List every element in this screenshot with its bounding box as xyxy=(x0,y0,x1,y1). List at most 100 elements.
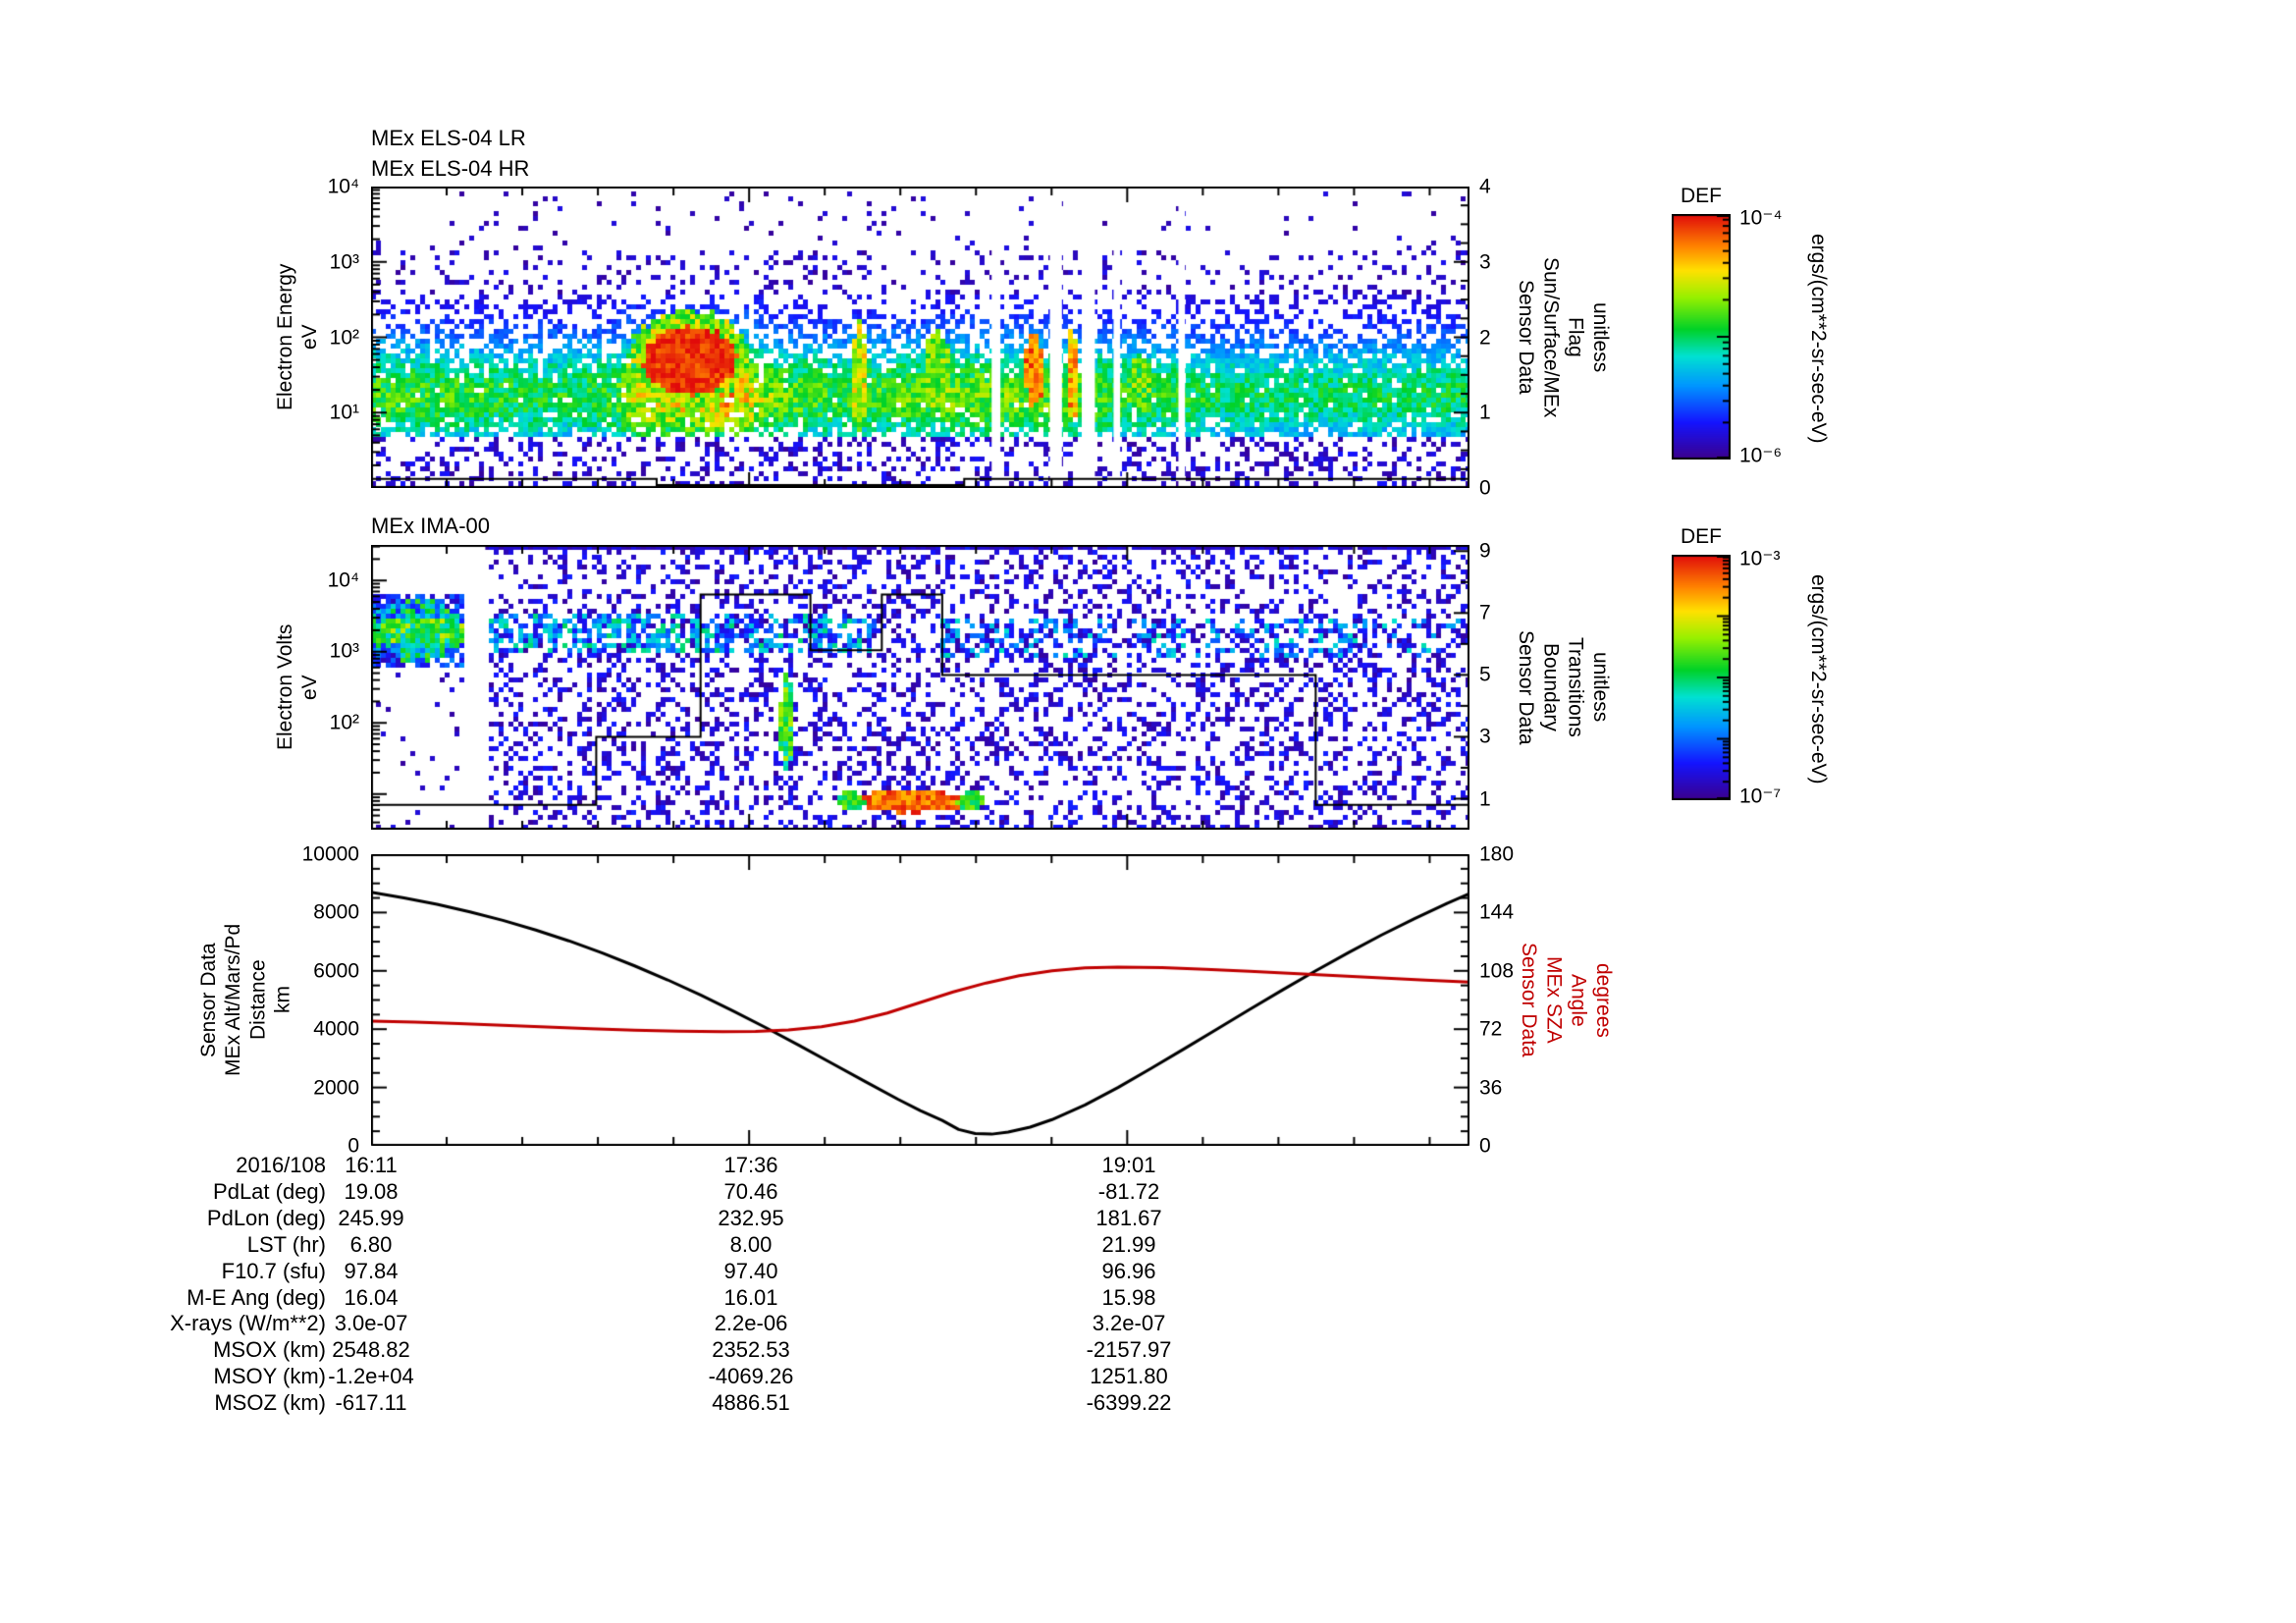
axis-label-line: MEx Alt/Mars/Pd xyxy=(222,923,245,1077)
els-colorbar-title: DEF xyxy=(1681,185,1722,207)
axis-label-line: Distance xyxy=(246,959,270,1041)
tick-label: 0 xyxy=(347,1134,359,1158)
tick-label: 108 xyxy=(1479,959,1515,983)
table-row-value: 8.00 xyxy=(729,1232,773,1257)
table-row-value: 17:36 xyxy=(723,1153,778,1177)
tick-label: 10⁴ xyxy=(327,568,359,592)
tick-label: 10³ xyxy=(329,639,359,663)
table-row-value: 2548.82 xyxy=(332,1337,410,1362)
table-row-label: M-E Ang (deg) xyxy=(187,1285,326,1310)
table-row-label: F10.7 (sfu) xyxy=(221,1259,326,1283)
els-title-hr: MEx ELS-04 HR xyxy=(371,156,530,181)
axis-label-line: Flag xyxy=(1564,317,1587,357)
tick-label: 10000 xyxy=(301,842,359,866)
table-row-value: 4886.51 xyxy=(712,1390,790,1415)
tick-label: 5 xyxy=(1479,663,1491,686)
tick-label: 10⁻³ xyxy=(1739,547,1781,570)
axis-label-line: unitless xyxy=(1588,652,1612,723)
tick-label: 10⁻⁴ xyxy=(1739,206,1783,230)
tick-label: 0 xyxy=(1479,1134,1491,1158)
tick-label: 3 xyxy=(1479,725,1491,748)
table-row-label: PdLon (deg) xyxy=(206,1206,326,1230)
table-row-label: 2016/108 xyxy=(236,1153,326,1177)
tick-label: 72 xyxy=(1479,1017,1503,1041)
table-row-value: 19.08 xyxy=(344,1179,399,1204)
table-row-label: PdLat (deg) xyxy=(213,1179,326,1204)
table-row-value: -2157.97 xyxy=(1086,1337,1172,1362)
tick-label: 6000 xyxy=(313,959,359,983)
axis-label-line: Sun/Surface/MEx xyxy=(1539,256,1563,418)
axis-label-line: degrees xyxy=(1591,962,1615,1038)
ima-title: MEx IMA-00 xyxy=(371,514,491,538)
units-text: ergs/(cm**2-sr-sec-eV) xyxy=(1807,234,1831,444)
tick-label: 1 xyxy=(1479,787,1491,811)
altitude-sza-plot-canvas xyxy=(371,854,1469,1146)
table-row-value: 2352.53 xyxy=(712,1337,790,1362)
tick-label: 10⁻⁷ xyxy=(1739,784,1782,808)
tick-label: 144 xyxy=(1479,900,1515,924)
tick-label: 1 xyxy=(1479,401,1491,424)
sza-axis-label: Sensor Data MEx SZA Angle degrees xyxy=(1517,854,1616,1146)
table-row-value: 21.99 xyxy=(1101,1232,1156,1257)
ima-colorbar-units-label: ergs/(cm**2-sr-sec-eV) xyxy=(1806,562,1831,797)
tick-label: 0 xyxy=(1479,476,1491,500)
table-row-value: 96.96 xyxy=(1101,1259,1156,1283)
axis-label-line: Sensor Data xyxy=(1515,629,1538,745)
table-row-value: 16:11 xyxy=(345,1153,398,1177)
tick-label: 36 xyxy=(1479,1076,1503,1100)
table-row-value: 16.01 xyxy=(723,1285,778,1310)
axis-label-line: MEx SZA xyxy=(1542,956,1566,1044)
axis-label-line: Sensor Data xyxy=(197,943,220,1057)
axis-label-line: Boundary xyxy=(1539,643,1563,731)
axis-label-line: Sensor Data xyxy=(1515,280,1538,395)
axis-label-line: km xyxy=(271,986,294,1014)
tick-label: 8000 xyxy=(313,900,359,924)
table-row-label: LST (hr) xyxy=(246,1232,326,1257)
tick-label: 4 xyxy=(1479,175,1491,198)
table-row-value: 1251.80 xyxy=(1090,1364,1168,1388)
tick-label: 10⁴ xyxy=(327,175,359,198)
table-row-value: 3.0e-07 xyxy=(334,1311,408,1335)
table-row-value: -1.2e+04 xyxy=(328,1364,414,1388)
table-row-value: -6399.22 xyxy=(1086,1390,1172,1415)
tick-label: 10¹ xyxy=(329,401,359,424)
ima-spectrogram-canvas xyxy=(371,545,1469,830)
table-row-label: MSOX (km) xyxy=(213,1337,326,1362)
axis-label-line: eV xyxy=(298,324,322,351)
els-colorbar-units-label: ergs/(cm**2-sr-sec-eV) xyxy=(1806,221,1831,457)
axis-label-line: Electron Volts xyxy=(274,623,296,751)
tick-label: 3 xyxy=(1479,250,1491,274)
table-row-value: 15.98 xyxy=(1101,1285,1156,1310)
table-row-value: 16.04 xyxy=(344,1285,399,1310)
ima-colorbar-title: DEF xyxy=(1681,525,1722,548)
tick-label: 10² xyxy=(329,326,359,350)
tick-label: 7 xyxy=(1479,601,1491,624)
ima-y-axis-label: Electron Volts eV xyxy=(273,545,322,830)
ima-right-axis-label: Sensor Data Boundary Transitions unitles… xyxy=(1514,545,1613,830)
axis-label-line: Sensor Data xyxy=(1518,943,1541,1057)
els-right-axis-label: Sensor Data Sun/Surface/MEx Flag unitles… xyxy=(1514,187,1613,488)
tick-label: 4000 xyxy=(313,1017,359,1041)
tick-label: 10³ xyxy=(329,250,359,274)
axis-label-line: eV xyxy=(298,675,322,700)
table-row-value: -4069.26 xyxy=(708,1364,794,1388)
els-y-axis-label: Electron Energy eV xyxy=(273,187,322,488)
table-row-label: MSOZ (km) xyxy=(214,1390,326,1415)
axis-label-line: Angle xyxy=(1567,973,1590,1027)
table-row-value: 70.46 xyxy=(723,1179,778,1204)
tick-label: 2 xyxy=(1479,326,1491,350)
tick-label: 2000 xyxy=(313,1076,359,1100)
els-spectrogram-canvas xyxy=(371,187,1469,488)
table-row-value: 3.2e-07 xyxy=(1092,1311,1166,1335)
table-row-value: 245.99 xyxy=(338,1206,404,1230)
tick-label: 9 xyxy=(1479,539,1491,563)
table-row-value: -617.11 xyxy=(335,1390,407,1415)
axis-label-line: unitless xyxy=(1588,301,1612,373)
units-text: ergs/(cm**2-sr-sec-eV) xyxy=(1807,574,1831,784)
table-row-label: MSOY (km) xyxy=(213,1364,326,1388)
table-row-value: 97.84 xyxy=(344,1259,399,1283)
table-row-value: -81.72 xyxy=(1097,1179,1160,1204)
table-row-value: 19:01 xyxy=(1101,1153,1156,1177)
axis-label-line: Transitions xyxy=(1564,637,1587,737)
